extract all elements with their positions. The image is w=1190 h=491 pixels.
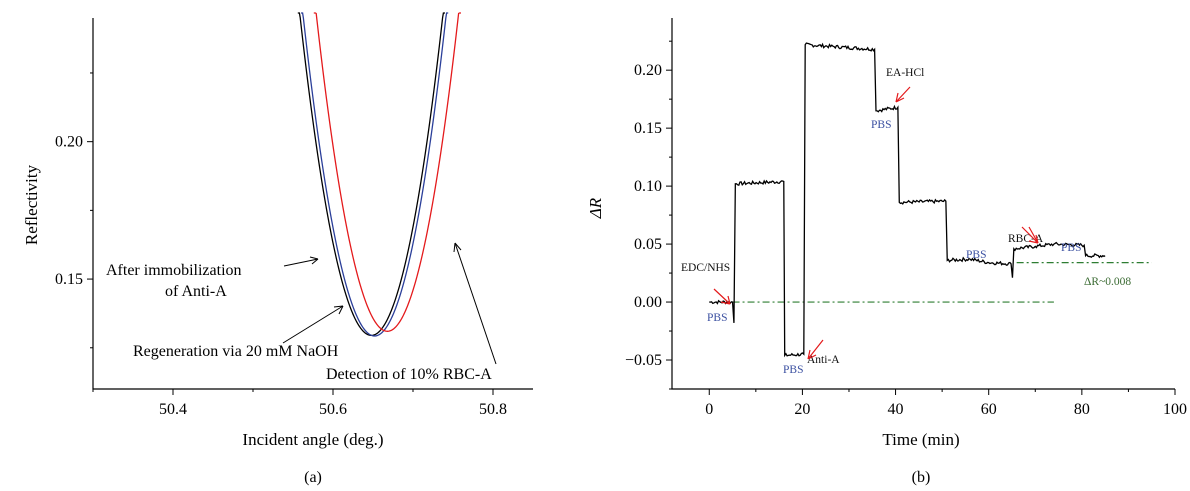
panel-a-series-2: [313, 12, 461, 332]
panel-b-baselines: [732, 262, 1152, 303]
arrow-head-detection: [453, 242, 462, 253]
panel-b-series-0: [709, 42, 1106, 358]
annotation-after-immobilization-line1: After immobilization: [106, 262, 242, 279]
annotation-rbc-a: RBC-A: [1008, 233, 1044, 245]
annotation-detection-rbc-a: Detection of 10% RBC-A: [326, 366, 492, 383]
panel-b-y-tick-label: 0.05: [634, 236, 662, 253]
panel-b-event-arrows: [713, 86, 1039, 360]
panel-a-series-1: [301, 12, 449, 337]
panel-a-x-tick-label: 50.8: [479, 401, 507, 418]
annotation-regeneration: Regeneration via 20 mM NaOH: [133, 343, 339, 360]
pbs-label: PBS: [1061, 242, 1081, 254]
arrow-ea-hcl: [895, 86, 911, 103]
arrow-edc-nhs: [713, 288, 731, 305]
arrow-after-immobilization: [283, 258, 319, 267]
panel-a-y-ticks: 0.15 0.20: [55, 72, 93, 349]
arrow-rbc-a: [1021, 226, 1039, 244]
panel-a-y-axis-label: Reflectivity: [22, 164, 41, 245]
arrow-rbc-a-line: [1028, 226, 1039, 244]
panel-a-curves: [297, 12, 461, 337]
panel-b-y-tick-label: −0.05: [625, 352, 662, 369]
panel-a-y-tick-label: 0.15: [55, 271, 83, 288]
annotation-after-immobilization-line2: of Anti-A: [165, 283, 227, 300]
panel-b-caption: (b): [912, 469, 931, 486]
arrow-head-regeneration: [333, 305, 344, 315]
panel-a-series-0: [297, 12, 445, 337]
panel-b-x-tick-label: 0: [705, 401, 713, 418]
panel-b-trace: [709, 42, 1106, 358]
panel-a-x-tick-label: 50.6: [319, 401, 347, 418]
panel-b-x-tick-label: 60: [981, 401, 997, 418]
panel-b-y-ticks: −0.05 0.00 0.05 0.10 0.15 0.20: [625, 40, 672, 390]
panel-a-x-axis-label: Incident angle (deg.): [242, 430, 383, 449]
annotation-delta-r: ΔR~0.008: [1084, 276, 1131, 288]
panel-a-caption: (a): [304, 469, 322, 486]
panel-b-x-tick-label: 80: [1074, 401, 1090, 418]
panel-b-y-tick-label: 0.10: [634, 178, 662, 195]
panel-a: 50.4 50.6 50.8 0.15 0.20 Incident angle (de…: [22, 12, 533, 486]
panel-a-y-tick-label: 0.20: [55, 134, 83, 151]
pbs-label: PBS: [966, 249, 986, 261]
panel-b-y-tick-label: 0.15: [634, 120, 662, 137]
arrow-head-after-immobilization: [309, 256, 319, 265]
panel-a-x-ticks: 50.4 50.6 50.8: [92, 389, 507, 418]
panel-b-y-tick-label: 0.00: [634, 294, 662, 311]
arrow-anti-a: [807, 339, 824, 360]
panel-b-y-tick-label: 0.20: [634, 62, 662, 79]
annotation-edc-nhs: EDC/NHS: [681, 262, 730, 274]
panel-b-x-ticks: 0 20 40 60 80 100: [705, 389, 1187, 418]
annotation-anti-a: Anti-A: [807, 354, 840, 366]
pbs-label: PBS: [707, 312, 727, 324]
arrow-regeneration: [282, 305, 344, 344]
pbs-label: PBS: [783, 364, 803, 376]
panel-b: 0 20 40 60 80 100 −0.05 0.00 0.05 0.10 0.15 0.20 T…: [586, 18, 1187, 486]
panel-b-y-axis-label: ΔR: [586, 197, 605, 219]
panel-a-axes: [92, 18, 533, 390]
panel-b-x-tick-label: 100: [1163, 401, 1187, 418]
pbs-label: PBS: [871, 119, 891, 131]
panel-a-x-tick-label: 50.4: [159, 401, 187, 418]
annotation-ea-hcl: EA-HCl: [886, 67, 924, 79]
panel-b-x-tick-label: 20: [794, 401, 810, 418]
panel-b-x-tick-label: 40: [888, 401, 904, 418]
panel-b-x-axis-label: Time (min): [882, 430, 959, 449]
arrow-detection: [454, 242, 497, 365]
